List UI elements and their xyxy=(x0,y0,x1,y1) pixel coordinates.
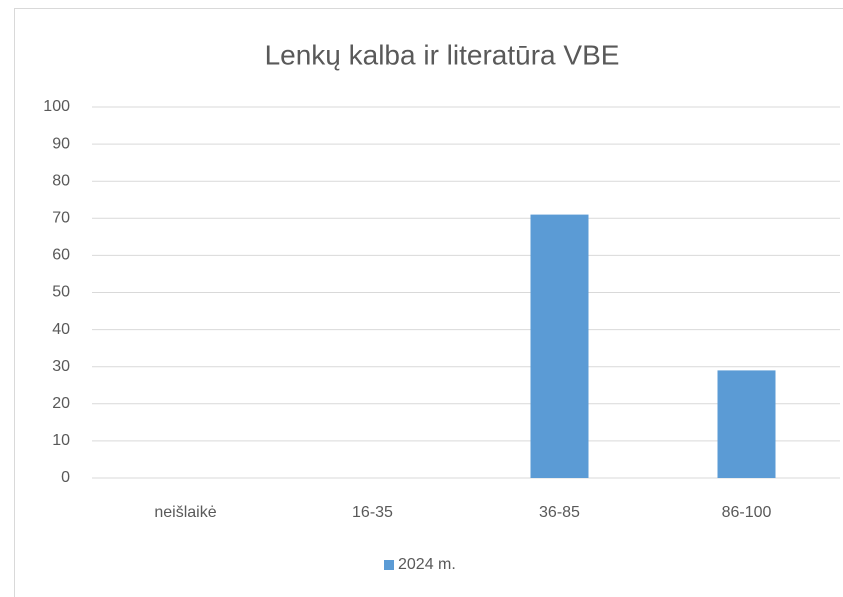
y-tick-label: 40 xyxy=(52,321,70,338)
y-tick-label: 20 xyxy=(52,395,70,412)
x-tick-label: 36-85 xyxy=(539,504,580,521)
y-tick-label: 90 xyxy=(52,135,70,152)
y-tick-label: 10 xyxy=(52,432,70,449)
y-tick-label: 0 xyxy=(61,469,70,486)
y-tick-label: 80 xyxy=(52,172,70,189)
x-tick-label: 16-35 xyxy=(352,504,393,521)
y-tick-label: 70 xyxy=(52,210,70,227)
y-tick-label: 100 xyxy=(43,98,70,115)
x-tick-label: neišlaikė xyxy=(154,504,216,521)
bar xyxy=(717,370,776,478)
chart-border xyxy=(14,8,843,597)
bar xyxy=(530,214,589,478)
legend-label: 2024 m. xyxy=(398,556,456,573)
y-tick-label: 50 xyxy=(52,284,70,301)
y-tick-label: 30 xyxy=(52,358,70,375)
chart-title: Lenkų kalba ir literatūra VBE xyxy=(265,39,620,70)
y-tick-label: 60 xyxy=(52,247,70,264)
legend-swatch xyxy=(384,560,394,570)
x-tick-label: 86-100 xyxy=(722,504,772,521)
